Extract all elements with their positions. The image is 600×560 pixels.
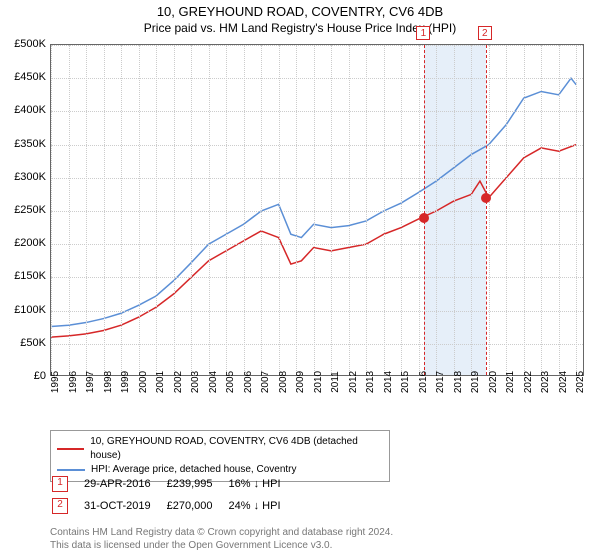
chart-title: 10, GREYHOUND ROAD, COVENTRY, CV6 4DB — [0, 0, 600, 19]
credits-line-1: Contains HM Land Registry data © Crown c… — [50, 526, 393, 539]
x-tick-label: 2006 — [243, 371, 254, 393]
marker-box: 2 — [478, 26, 492, 40]
x-tick-label: 2019 — [470, 371, 481, 393]
x-tick-label: 2000 — [138, 371, 149, 393]
x-tick-label: 2014 — [383, 371, 394, 393]
x-tick-label: 1997 — [85, 371, 96, 393]
transaction-marker: 1 — [52, 476, 68, 492]
chart-subtitle: Price paid vs. HM Land Registry's House … — [0, 19, 600, 41]
x-tick-label: 2025 — [575, 371, 586, 393]
transaction-table: 1 29-APR-2016£239,99516% ↓ HPI 2 31-OCT-201… — [50, 472, 297, 518]
y-tick-label: £500K — [0, 38, 46, 50]
marker-box: 1 — [416, 26, 430, 40]
x-tick-label: 1995 — [50, 371, 61, 393]
y-tick-label: £0 — [0, 370, 46, 382]
x-tick-label: 2013 — [365, 371, 376, 393]
x-tick-label: 2001 — [155, 371, 166, 393]
marker-vline — [486, 45, 487, 375]
x-tick-label: 2022 — [523, 371, 534, 393]
transaction-date: 31-OCT-2019 — [84, 496, 165, 516]
transaction-price: £270,000 — [167, 496, 227, 516]
legend-label: 10, GREYHOUND ROAD, COVENTRY, CV6 4DB (d… — [90, 435, 383, 463]
x-tick-label: 2023 — [540, 371, 551, 393]
transaction-row: 2 31-OCT-2019£270,00024% ↓ HPI — [52, 496, 295, 516]
x-tick-label: 2010 — [313, 371, 324, 393]
credits: Contains HM Land Registry data © Crown c… — [50, 526, 393, 552]
y-tick-label: £200K — [0, 237, 46, 249]
x-tick-label: 2012 — [348, 371, 359, 393]
x-tick-label: 2018 — [453, 371, 464, 393]
x-tick-label: 2005 — [225, 371, 236, 393]
plot-area — [50, 44, 584, 376]
marker-vline — [424, 45, 425, 375]
transaction-price: £239,995 — [167, 474, 227, 494]
x-tick-label: 2021 — [505, 371, 516, 393]
x-tick-label: 2024 — [558, 371, 569, 393]
x-tick-label: 1998 — [103, 371, 114, 393]
credits-line-2: This data is licensed under the Open Gov… — [50, 539, 393, 552]
transaction-delta: 24% ↓ HPI — [229, 496, 295, 516]
legend-item: 10, GREYHOUND ROAD, COVENTRY, CV6 4DB (d… — [57, 435, 383, 463]
legend-swatch — [57, 469, 85, 471]
marker-dot — [481, 193, 491, 203]
x-tick-label: 2020 — [488, 371, 499, 393]
legend-swatch — [57, 448, 84, 450]
x-tick-label: 2007 — [260, 371, 271, 393]
marker-dot — [419, 213, 429, 223]
x-tick-label: 2017 — [435, 371, 446, 393]
y-tick-label: £400K — [0, 104, 46, 116]
y-tick-label: £100K — [0, 304, 46, 316]
x-tick-label: 2011 — [330, 371, 341, 393]
x-tick-label: 2008 — [278, 371, 289, 393]
x-tick-label: 1996 — [68, 371, 79, 393]
chart-container: 10, GREYHOUND ROAD, COVENTRY, CV6 4DB Pr… — [0, 0, 600, 560]
y-tick-label: £50K — [0, 337, 46, 349]
y-tick-label: £150K — [0, 270, 46, 282]
x-tick-label: 2004 — [208, 371, 219, 393]
transaction-marker: 2 — [52, 498, 68, 514]
y-tick-label: £450K — [0, 71, 46, 83]
y-tick-label: £300K — [0, 171, 46, 183]
y-tick-label: £250K — [0, 204, 46, 216]
transaction-row: 1 29-APR-2016£239,99516% ↓ HPI — [52, 474, 295, 494]
x-tick-label: 1999 — [120, 371, 131, 393]
x-tick-label: 2002 — [173, 371, 184, 393]
x-tick-label: 2009 — [295, 371, 306, 393]
transaction-date: 29-APR-2016 — [84, 474, 165, 494]
transaction-delta: 16% ↓ HPI — [229, 474, 295, 494]
x-tick-label: 2016 — [418, 371, 429, 393]
x-tick-label: 2003 — [190, 371, 201, 393]
y-tick-label: £350K — [0, 138, 46, 150]
x-tick-label: 2015 — [400, 371, 411, 393]
